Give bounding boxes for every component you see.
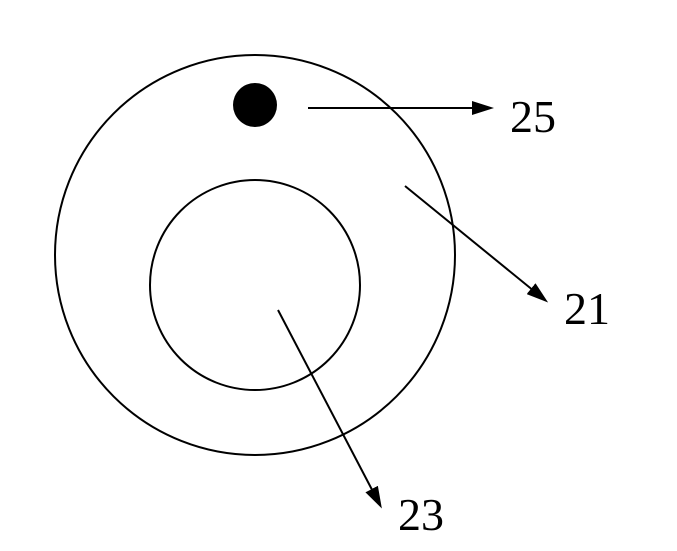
diagram-svg [0, 0, 677, 551]
dot-marker [233, 83, 277, 127]
label-23: 23 [398, 488, 444, 541]
label-25: 25 [510, 90, 556, 143]
label-21: 21 [564, 282, 610, 335]
leader-arrow-23 [278, 310, 380, 505]
diagram-container: 25 21 23 [0, 0, 677, 551]
leader-arrow-21 [405, 186, 545, 300]
inner-circle [150, 180, 360, 390]
